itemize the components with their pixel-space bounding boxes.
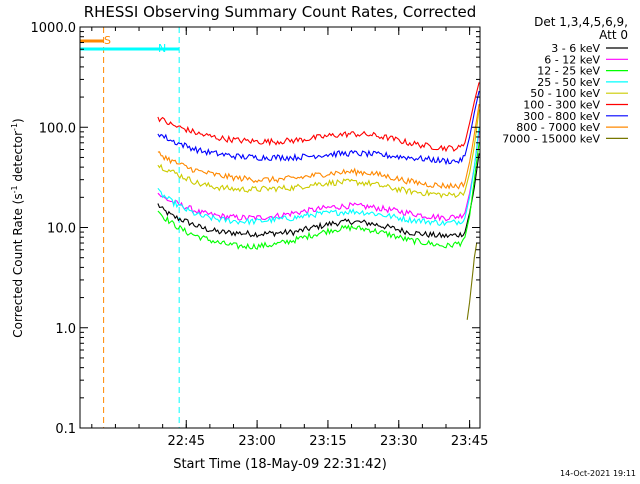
series-line-8 [466, 242, 478, 320]
series-line-1 [157, 131, 480, 222]
legend-header-line1: Det 1,3,4,5,6,9, [534, 15, 628, 29]
legend-label-1: 6 - 12 keV [544, 53, 600, 66]
legend-label-6: 300 - 800 keV [523, 110, 600, 123]
flag-label-s: S [104, 34, 111, 47]
y-axis-label-end: ) [11, 118, 25, 123]
y-tick-label: 1.0 [55, 322, 76, 337]
plot-layer: S N 0.1 1.0 10.0 100.0 1000.0 22:45 23:00 23:15 23… [31, 21, 489, 449]
y-axis-label: Corrected Count Rate (s-1 detector-1) [10, 118, 25, 337]
footer-date: 14-Oct-2021 19:11 [560, 469, 636, 478]
legend-label-2: 12 - 25 keV [537, 65, 600, 78]
legend-label-7: 800 - 7000 keV [516, 121, 600, 134]
y-tick-label: 0.1 [55, 422, 76, 437]
y-axis-label-main: Corrected Count Rate (s [11, 193, 25, 337]
x-tick-label: 23:45 [451, 434, 488, 449]
x-tick-label: 23:30 [380, 434, 417, 449]
series-line-6 [157, 90, 480, 166]
legend-label-4: 50 - 100 keV [530, 87, 600, 100]
y-tick-label: 10.0 [47, 222, 76, 237]
series-line-4 [157, 109, 480, 199]
x-axis-label: Start Time (18-May-09 22:31:42) [173, 457, 387, 472]
y-axis-label-mid: detector [11, 131, 25, 186]
x-tick-label: 22:45 [168, 434, 205, 449]
y-tick-label: 1000.0 [31, 21, 77, 36]
y-tick-label: 100.0 [39, 121, 76, 136]
flag-label-n: N [158, 42, 166, 55]
series-line-0 [157, 153, 480, 239]
series-line-5 [157, 82, 480, 153]
x-tick-label: 23:00 [238, 434, 275, 449]
legend-label-8: 7000 - 15000 keV [502, 132, 600, 145]
y-axis-label-sup2: -1 [10, 123, 19, 131]
y-axis-label-sup1: -1 [10, 185, 19, 193]
legend-label-3: 25 - 50 keV [537, 76, 600, 89]
series-line-3 [157, 127, 480, 227]
series-line-7 [157, 104, 480, 190]
series-line-2 [157, 142, 480, 251]
legend-header-line2: Att 0 [599, 28, 628, 42]
chart-title: RHESSI Observing Summary Count Rates, Co… [84, 3, 477, 21]
legend-label-5: 100 - 300 keV [523, 99, 600, 112]
plot-frame [79, 26, 481, 429]
legend-label-0: 3 - 6 keV [551, 42, 600, 55]
x-tick-label: 23:15 [309, 434, 346, 449]
